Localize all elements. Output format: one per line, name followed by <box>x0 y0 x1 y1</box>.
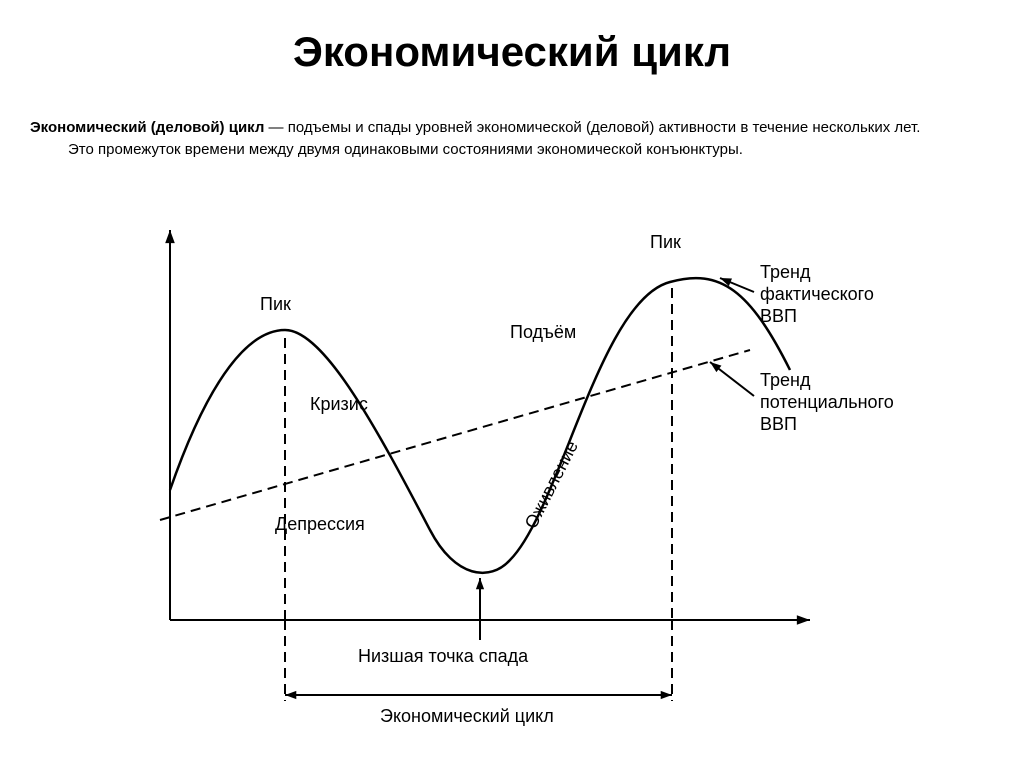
actual-gdp-label-3: ВВП <box>760 306 797 326</box>
actual-gdp-curve <box>170 278 790 573</box>
definition-body1: — подъемы и спады уровней экономической … <box>264 119 920 136</box>
peak1-label: Пик <box>260 294 291 314</box>
definition-term: Экономический (деловой) цикл <box>30 119 264 136</box>
trough-label: Низшая точка спада <box>358 646 529 666</box>
potential-gdp-label-3: ВВП <box>760 414 797 434</box>
definition-body2: Это промежуток времени между двумя одина… <box>30 140 994 160</box>
potential-gdp-label-2: потенциального <box>760 392 894 412</box>
potential-gdp-label-1: Тренд <box>760 370 811 390</box>
definition-text: Экономический (деловой) цикл — подъемы и… <box>30 118 994 161</box>
phase-krizis-label: Кризис <box>310 394 368 414</box>
economic-cycle-chart: Пик Пик Кризис Депрессия Подъём Оживление Низш… <box>110 200 910 745</box>
page-title: Экономический цикл <box>0 28 1024 76</box>
phase-depressiya-label: Депрессия <box>275 514 365 534</box>
peak2-label: Пик <box>650 232 681 252</box>
cycle-span-label: Экономический цикл <box>380 706 554 726</box>
actual-gdp-label-2: фактического <box>760 284 874 304</box>
actual-gdp-label-1: Тренд <box>760 262 811 282</box>
potential-gdp-trend-line <box>160 350 750 520</box>
phase-ozhivlenie-label: Оживление <box>521 437 582 531</box>
phase-podem-label: Подъём <box>510 322 576 342</box>
